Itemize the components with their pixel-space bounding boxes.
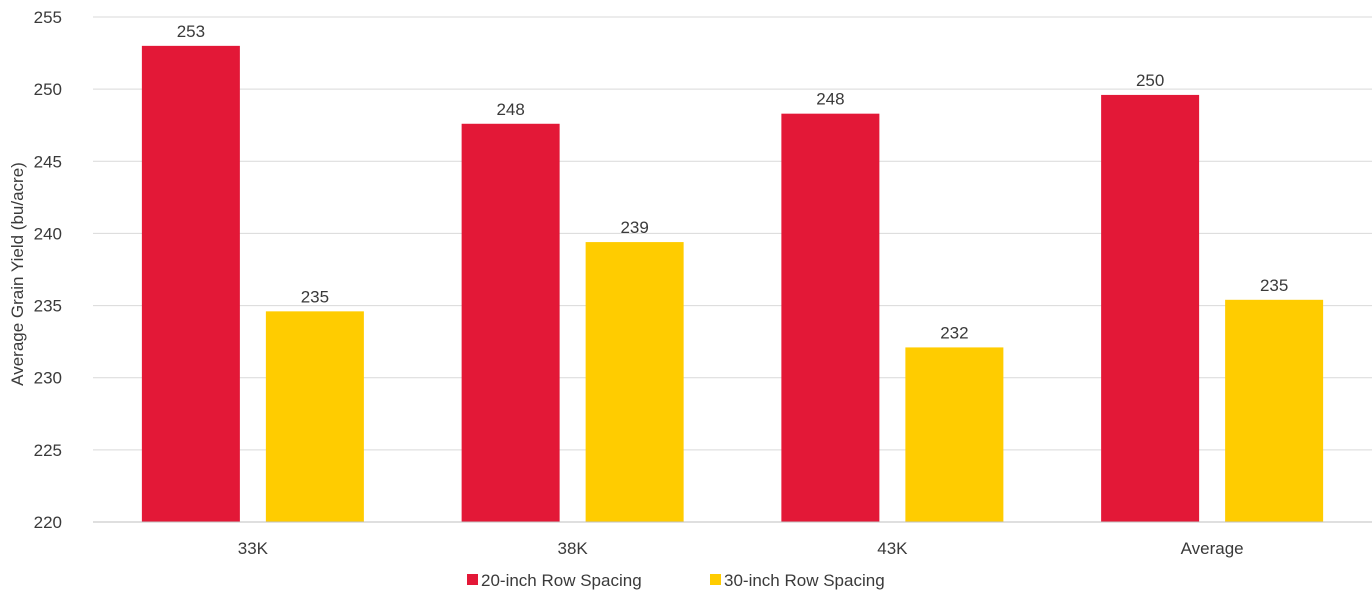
y-tick-label: 220: [34, 513, 62, 532]
y-axis-ticks: 220 225 230 235 240 245 250 255: [34, 8, 62, 532]
bar-20-inch: [461, 123, 560, 523]
legend-label-20-inch: 20-inch Row Spacing: [481, 571, 642, 590]
bar-value-label: 253: [177, 22, 205, 41]
y-tick-label: 250: [34, 80, 62, 99]
bar-value-label: 250: [1136, 71, 1164, 90]
bar-30-inch: [585, 242, 684, 523]
x-tick-label: Average: [1181, 539, 1244, 558]
bar-value-label: 248: [496, 100, 524, 119]
bar-20-inch: [781, 113, 880, 523]
bar-value-labels: 253 235 248 239 248 232 250 235: [177, 22, 1289, 343]
legend-swatch-20-inch: [467, 574, 478, 585]
bar-value-label: 239: [620, 218, 648, 237]
y-tick-label: 225: [34, 441, 62, 460]
x-axis-ticks: 33K 38K 43K Average: [238, 539, 1244, 558]
bar-value-label: 235: [1260, 276, 1288, 295]
bar-20-inch: [141, 45, 240, 522]
bar-20-inch: [1101, 94, 1200, 523]
legend-label-30-inch: 30-inch Row Spacing: [724, 571, 885, 590]
y-tick-label: 235: [34, 297, 62, 316]
y-tick-label: 255: [34, 8, 62, 27]
legend-swatch-30-inch: [710, 574, 721, 585]
bar-value-label: 232: [940, 323, 968, 342]
y-tick-label: 240: [34, 224, 62, 243]
bar-30-inch: [905, 347, 1004, 522]
bar-30-inch: [1225, 299, 1324, 522]
bar-30-inch: [265, 311, 364, 522]
x-tick-label: 38K: [558, 539, 589, 558]
y-tick-label: 245: [34, 152, 62, 171]
bar-value-label: 235: [301, 287, 329, 306]
bars: [141, 45, 1324, 523]
legend: 20-inch Row Spacing 30-inch Row Spacing: [467, 571, 885, 590]
x-tick-label: 43K: [877, 539, 908, 558]
x-tick-label: 33K: [238, 539, 269, 558]
y-axis-title: Average Grain Yield (bu/acre): [8, 162, 27, 386]
bar-value-label: 248: [816, 90, 844, 109]
y-tick-label: 230: [34, 369, 62, 388]
